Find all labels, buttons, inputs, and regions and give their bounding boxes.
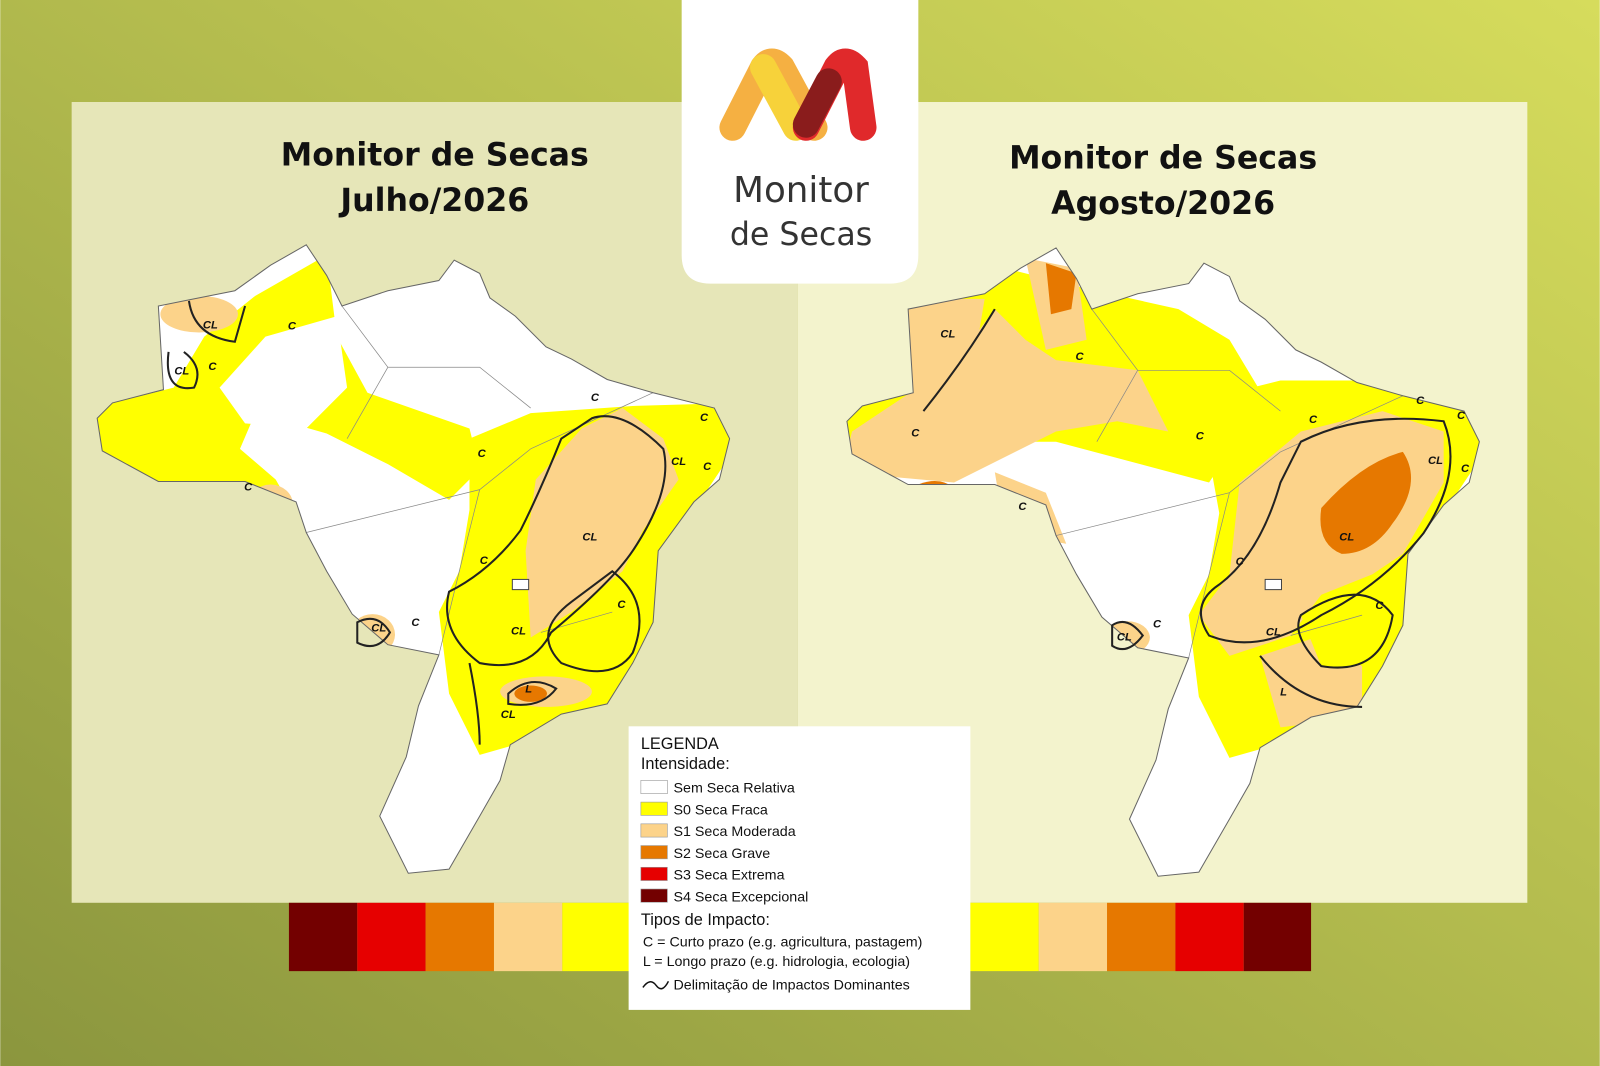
impact-label: CL (501, 709, 516, 721)
logo-text: Monitor (733, 170, 869, 211)
impact-label: CL (371, 622, 386, 634)
legend-label: S4 Seca Excepcional (674, 889, 809, 905)
map-subtitle: Agosto/2026 (1051, 186, 1275, 222)
impact-label: C (244, 482, 253, 494)
map-title: Monitor de Secas (281, 137, 589, 173)
legend-label: S0 Seca Fraca (674, 802, 768, 818)
boundary-icon (642, 980, 670, 990)
legend-swatch (640, 845, 668, 860)
legend: LEGENDA Intensidade: Sem Seca Relativa S0… (628, 726, 971, 1010)
impact-label: C (700, 412, 709, 424)
impact-label: C (1309, 414, 1318, 426)
impact-label: C (1457, 410, 1466, 422)
impact-label: CL (582, 532, 597, 544)
logo-card: Monitor de Secas (681, 0, 919, 284)
legend-heading: Intensidade: (641, 755, 730, 773)
impact-label: C (591, 392, 600, 404)
impact-label: CL (1117, 632, 1132, 644)
impact-label: CL (1266, 626, 1281, 638)
legend-boundary: Delimitação de Impactos Dominantes (674, 977, 910, 993)
legend-swatch (640, 866, 668, 881)
impact-label: L (525, 684, 532, 696)
impact-label: C (288, 320, 297, 332)
legend-impact: C = Curto prazo (e.g. agricultura, pasta… (643, 935, 923, 951)
impact-label: CL (1428, 455, 1443, 467)
impact-label: CL (174, 365, 189, 377)
impact-label: L (1280, 687, 1287, 699)
logo-text: de Secas (730, 217, 872, 253)
legend-label: S1 Seca Moderada (674, 824, 796, 840)
impact-label: C (1196, 431, 1205, 443)
legend-label: S2 Seca Grave (674, 846, 771, 862)
legend-title: LEGENDA (641, 735, 719, 753)
legend-label: S3 Seca Extrema (674, 868, 785, 884)
legend-swatch (640, 780, 668, 794)
legend-swatch (640, 888, 668, 903)
impact-label: C (1236, 556, 1245, 568)
legend-impact: L = Longo prazo (e.g. hidrologia, ecolog… (643, 954, 910, 970)
impact-label: C (1153, 618, 1162, 630)
legend-items: Sem Seca Relativa S0 Seca Fraca S1 Seca Mo… (640, 780, 809, 905)
legend-swatch (640, 823, 668, 838)
impact-label: C (911, 428, 920, 440)
map-subtitle: Julho/2026 (338, 183, 529, 219)
impact-label: C (703, 461, 712, 473)
impact-label: C (1375, 600, 1384, 612)
impact-label: C (1075, 351, 1084, 363)
impact-label: CL (511, 625, 526, 637)
map-august (846, 247, 1480, 877)
legend-swatch (640, 801, 668, 816)
impact-label: CL (1339, 532, 1354, 544)
impact-label: C (208, 361, 217, 373)
impact-label: C (480, 555, 489, 567)
impact-label: C (617, 599, 626, 611)
legend-heading: Tipos de Impacto: (641, 911, 770, 929)
legend-label: Sem Seca Relativa (674, 781, 795, 797)
impact-label: C (1461, 463, 1470, 475)
map-title: Monitor de Secas (1009, 140, 1317, 176)
legend-box (628, 726, 971, 1010)
impact-label: C (1018, 501, 1027, 513)
impact-label: CL (671, 456, 686, 468)
impact-label: C (478, 448, 487, 460)
impact-label: CL (203, 319, 218, 331)
impact-label: CL (940, 329, 955, 341)
impact-label: C (1416, 395, 1425, 407)
impact-label: C (411, 617, 420, 629)
